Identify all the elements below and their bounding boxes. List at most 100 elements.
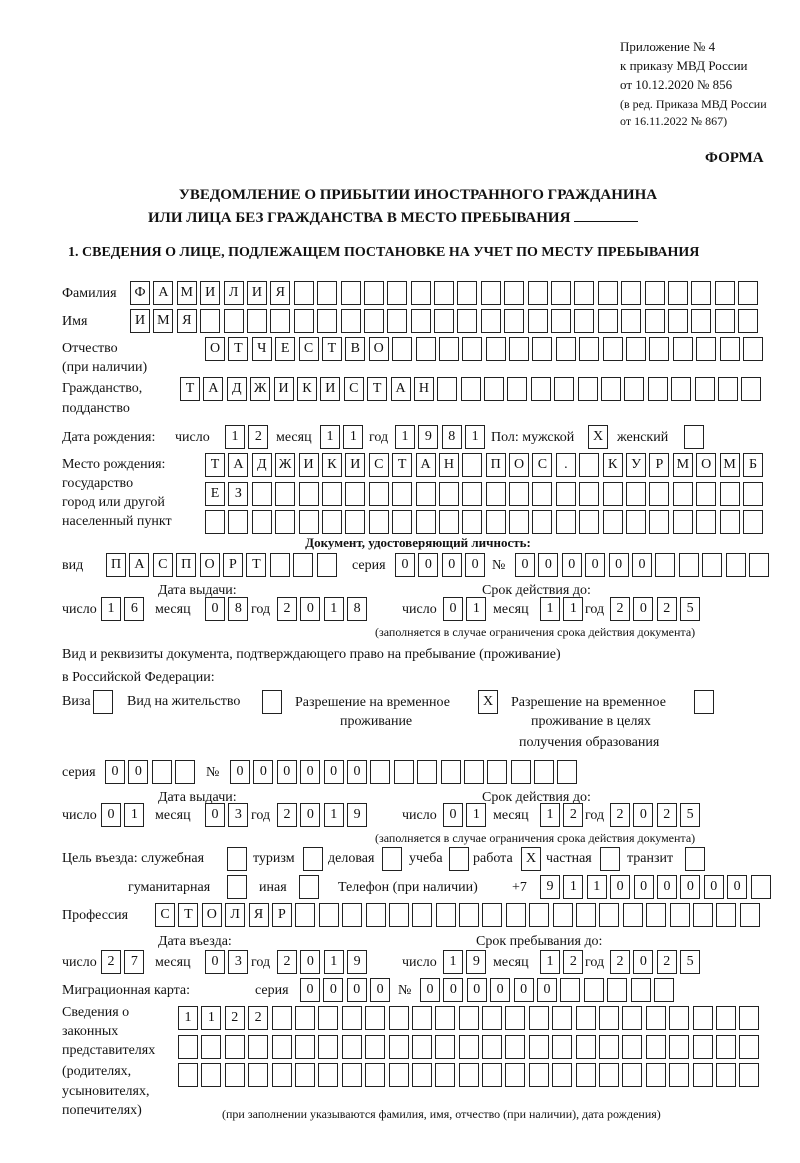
char-cell[interactable] xyxy=(318,1035,339,1059)
purpose-other-checkbox[interactable] xyxy=(299,875,322,899)
char-cell[interactable] xyxy=(607,978,628,1002)
char-cell[interactable] xyxy=(318,1006,339,1030)
char-cell[interactable]: 5 xyxy=(680,950,701,974)
char-cell[interactable] xyxy=(458,1035,479,1059)
char-cell[interactable] xyxy=(462,510,483,534)
char-cell[interactable]: 0 xyxy=(105,760,125,784)
char-cell[interactable] xyxy=(696,510,717,534)
char-cell[interactable] xyxy=(504,309,525,333)
char-cell[interactable]: 0 xyxy=(633,875,654,899)
char-cell[interactable]: 2 xyxy=(277,803,297,827)
char-cell[interactable] xyxy=(509,510,530,534)
char-cell[interactable]: В xyxy=(345,337,366,361)
char-cell[interactable]: 2 xyxy=(248,425,269,449)
char-cell[interactable] xyxy=(599,1035,620,1059)
char-cell[interactable] xyxy=(458,1006,479,1030)
char-cell[interactable]: И xyxy=(200,281,221,305)
char-cell[interactable] xyxy=(644,281,665,305)
char-cell[interactable] xyxy=(505,1035,526,1059)
char-cell[interactable] xyxy=(646,903,667,927)
char-cell[interactable] xyxy=(484,377,505,401)
char-cell[interactable]: 0 xyxy=(727,875,748,899)
char-cell[interactable] xyxy=(438,337,459,361)
char-cell[interactable]: Д xyxy=(226,377,247,401)
char-cell[interactable]: 7 xyxy=(124,950,145,974)
char-cell[interactable]: 0 xyxy=(418,553,439,577)
char-cell[interactable] xyxy=(714,309,735,333)
char-cell[interactable]: 9 xyxy=(466,950,487,974)
char-cell[interactable] xyxy=(692,1063,713,1087)
char-cell[interactable] xyxy=(532,337,553,361)
char-cell[interactable]: 9 xyxy=(540,875,560,899)
char-cell[interactable]: А xyxy=(415,453,436,477)
trp-checkbox[interactable]: X xyxy=(478,690,501,714)
char-cell[interactable] xyxy=(340,309,361,333)
char-cell[interactable] xyxy=(552,903,573,927)
char-cell[interactable]: 1 xyxy=(395,425,415,449)
char-cell[interactable]: 0 xyxy=(443,803,463,827)
representatives-row3[interactable] xyxy=(178,1063,763,1087)
purpose-official-checkbox[interactable] xyxy=(227,847,250,871)
char-cell[interactable]: Д xyxy=(251,453,272,477)
char-cell[interactable]: 0 xyxy=(441,553,462,577)
char-cell[interactable] xyxy=(435,903,456,927)
char-cell[interactable] xyxy=(205,510,225,534)
char-cell[interactable] xyxy=(295,903,316,927)
char-cell[interactable] xyxy=(410,281,431,305)
char-cell[interactable]: И xyxy=(130,309,150,333)
char-cell[interactable] xyxy=(555,337,576,361)
char-cell[interactable] xyxy=(577,377,598,401)
char-cell[interactable]: Я xyxy=(176,309,197,333)
char-cell[interactable]: 0 xyxy=(515,553,535,577)
char-cell[interactable]: И xyxy=(298,453,319,477)
char-cell[interactable] xyxy=(388,1035,409,1059)
char-cell[interactable] xyxy=(435,1035,456,1059)
char-cell[interactable]: 1 xyxy=(540,597,560,621)
char-cell[interactable] xyxy=(739,1006,760,1030)
char-cell[interactable]: 1 xyxy=(343,425,364,449)
char-cell[interactable]: 8 xyxy=(441,425,462,449)
char-cell[interactable] xyxy=(412,903,433,927)
char-cell[interactable] xyxy=(667,309,688,333)
char-cell[interactable] xyxy=(505,1063,526,1087)
char-cell[interactable] xyxy=(715,1006,736,1030)
char-cell[interactable] xyxy=(505,903,526,927)
purpose-business-checkbox[interactable] xyxy=(382,847,405,871)
char-cell[interactable] xyxy=(597,309,618,333)
blank-underline[interactable] xyxy=(574,207,639,222)
char-cell[interactable]: Р xyxy=(222,553,243,577)
char-cell[interactable] xyxy=(227,847,247,871)
char-cell[interactable] xyxy=(739,1063,760,1087)
char-cell[interactable] xyxy=(251,482,272,506)
char-cell[interactable]: 2 xyxy=(563,950,584,974)
char-cell[interactable] xyxy=(392,510,413,534)
char-cell[interactable] xyxy=(645,1006,666,1030)
char-cell[interactable] xyxy=(692,903,713,927)
char-cell[interactable]: 0 xyxy=(300,950,321,974)
char-cell[interactable]: 1 xyxy=(225,425,245,449)
char-cell[interactable] xyxy=(739,1035,760,1059)
char-cell[interactable] xyxy=(462,453,483,477)
char-cell[interactable] xyxy=(368,510,389,534)
char-cell[interactable]: 6 xyxy=(124,597,145,621)
char-cell[interactable]: 9 xyxy=(418,425,439,449)
char-cell[interactable] xyxy=(411,1063,432,1087)
char-cell[interactable] xyxy=(528,1035,549,1059)
char-cell[interactable] xyxy=(602,337,623,361)
char-cell[interactable]: К xyxy=(296,377,317,401)
char-cell[interactable] xyxy=(151,760,172,784)
char-cell[interactable] xyxy=(224,1035,245,1059)
char-cell[interactable] xyxy=(671,377,692,401)
purpose-private-checkbox[interactable] xyxy=(600,847,623,871)
